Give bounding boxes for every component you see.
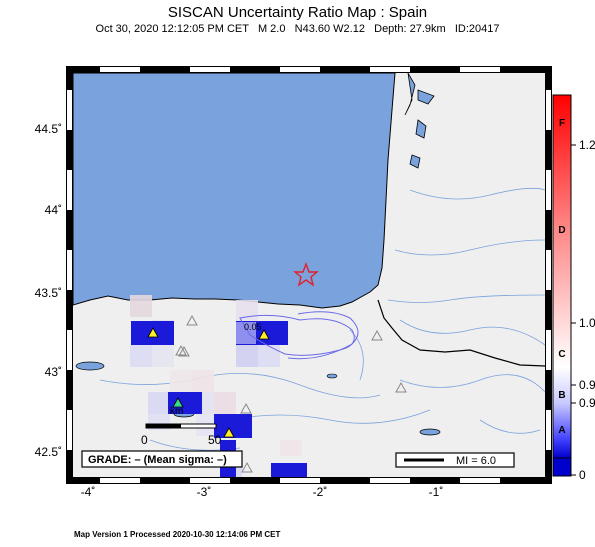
colorbar-value-1: 1.2 <box>579 138 595 152</box>
contour-label: 0.05 <box>244 322 262 332</box>
map-footer: Map Version 1 Processed 2020-10-30 12:14… <box>74 530 281 539</box>
colorbar-letter-f: F <box>559 118 565 129</box>
lat-label-42-5: 42.5˚ <box>34 445 62 459</box>
map-subtitle: Oct 30, 2020 12:12:05 PM CET M 2.0 N43.6… <box>95 23 500 35</box>
lon-label-3: -3˚ <box>196 485 212 499</box>
colorbar-value-2: 1.0 <box>579 316 595 330</box>
lat-label-44: 44˚ <box>44 203 62 217</box>
lon-label-1: -1˚ <box>428 485 444 499</box>
scalebar-right: 50 <box>208 433 222 447</box>
colorbar-letter-b: B <box>558 390 565 401</box>
scale-bar <box>145 423 217 429</box>
country-border <box>377 299 545 367</box>
colorbar-value-3: 0.9 <box>579 378 595 392</box>
stations <box>175 314 407 473</box>
scalebar-left: 0 <box>141 433 148 447</box>
lat-label-43: 43˚ <box>44 365 62 379</box>
colorbar-letter-a: A <box>558 425 565 436</box>
epicenter-star <box>293 262 319 287</box>
colorbar <box>552 94 576 477</box>
lat-label-43-5: 43.5˚ <box>34 286 62 300</box>
mi-box <box>395 452 515 468</box>
grade-text: GRADE: – (Mean sigma: –) <box>88 454 227 466</box>
colorbar-letter-d: D <box>558 225 565 236</box>
colorbar-value-5: 0 <box>579 468 586 482</box>
scalebar-unit: km <box>170 406 183 417</box>
sea <box>73 73 396 309</box>
colorbar-value-4: 0.9 <box>579 396 595 410</box>
colorbar-letter-c: C <box>558 349 565 360</box>
grade-box <box>81 450 243 468</box>
active-stations <box>147 327 270 438</box>
lat-label-44-5: 44.5˚ <box>34 122 62 136</box>
lon-label-4: -4˚ <box>80 485 96 499</box>
map-title: SISCAN Uncertainty Ratio Map : Spain <box>167 4 428 21</box>
mi-label: MI = 6.0 <box>456 455 496 467</box>
uncertainty-cells <box>131 321 307 477</box>
lon-label-2: -2˚ <box>312 485 328 499</box>
